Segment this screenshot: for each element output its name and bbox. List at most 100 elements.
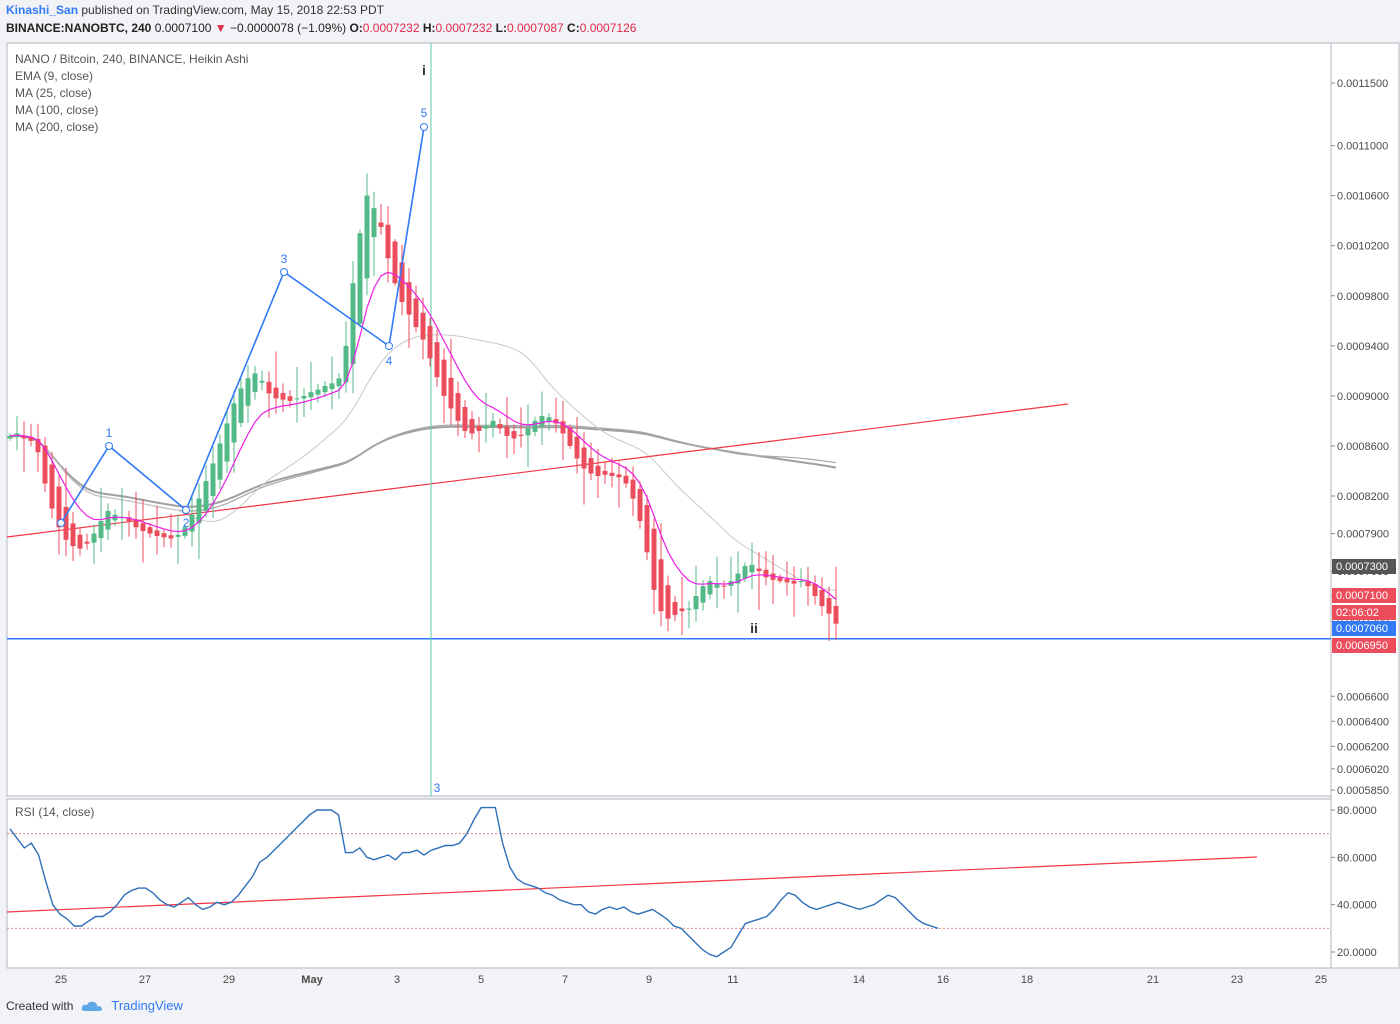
candle-body [245, 378, 251, 406]
x-tick-label: 5 [478, 974, 484, 986]
created-with-text: Created with [6, 998, 74, 1013]
candle-body [700, 586, 706, 603]
down-arrow-icon: ▼ [214, 21, 227, 35]
candle-body [84, 541, 90, 544]
candle-body [756, 568, 762, 572]
x-tick-label: 9 [646, 974, 652, 986]
candle-body [525, 428, 531, 436]
candle-body [518, 434, 524, 436]
symbol-info: BINANCE:NANOBTC, 240 0.0007100 ▼ −0.0000… [6, 21, 636, 35]
wave-annotation: 3 [434, 781, 441, 795]
candle-body [91, 533, 97, 543]
tradingview-brand-link[interactable]: TradingView [111, 998, 183, 1013]
y-tick-label: 0.0010200 [1337, 241, 1389, 253]
y-tick-label: 0.0009000 [1337, 391, 1389, 403]
ema9-line [9, 271, 837, 600]
x-tick-label: 18 [1021, 974, 1033, 986]
candle-body [413, 298, 419, 328]
y-tick-label: 0.0006600 [1337, 691, 1389, 703]
y-tick-label: 0.0008200 [1337, 491, 1389, 503]
wave-label: 5 [421, 106, 428, 120]
candle-body [259, 380, 265, 383]
candle-body [798, 581, 804, 583]
y-tick-label: 0.0008600 [1337, 441, 1389, 453]
rsi-panel[interactable] [6, 798, 1332, 969]
last-price: 0.0007100 [154, 21, 212, 35]
y-tick-label: 0.0005850 [1337, 785, 1389, 797]
candle-body [497, 424, 503, 429]
wave-path[interactable] [60, 126, 425, 524]
candle-body [819, 590, 825, 607]
price-tag [1332, 621, 1396, 636]
candle-body [217, 443, 223, 480]
chart-area[interactable]: 0.0011500 0.0011000 0.0010600 0.0010200 0.00… [0, 0, 1400, 990]
y-tick-label: 0.0006200 [1337, 741, 1389, 753]
candle-body [742, 566, 748, 579]
price-tag [1332, 605, 1396, 620]
candle-body [630, 479, 636, 499]
candle-body [714, 583, 720, 588]
candle-body [266, 381, 272, 394]
candle-body [595, 465, 601, 476]
price-panel[interactable] [6, 42, 1332, 797]
close-value: 0.0007126 [579, 21, 637, 35]
y-tick-label: 0.0009800 [1337, 291, 1389, 303]
candle-body [791, 580, 797, 584]
wave-point[interactable] [105, 442, 113, 450]
wave-point[interactable] [182, 506, 190, 514]
candle-body [546, 417, 552, 422]
candle-body [98, 521, 104, 539]
candle-body [168, 535, 174, 539]
candle-body [602, 470, 608, 475]
candle-body [763, 569, 769, 578]
candle-body [28, 436, 34, 441]
candle-body [644, 505, 650, 553]
open-value: 0.0007232 [362, 21, 420, 35]
candle-body [280, 392, 286, 400]
price-tag-label: 02:06:02 [1336, 607, 1379, 619]
candle-body [777, 576, 783, 582]
legend-entry: EMA (9, close) [15, 69, 93, 83]
publish-info: Kinashi_San published on TradingView.com… [6, 3, 384, 17]
candle-body [126, 517, 132, 522]
candle-body [364, 195, 370, 279]
price-axis[interactable] [1330, 42, 1400, 969]
price-tag [1332, 588, 1396, 603]
x-tick-label: 3 [394, 974, 400, 986]
candle-body [140, 523, 146, 532]
x-tick-label: 21 [1147, 974, 1159, 986]
candle-body [721, 585, 727, 587]
x-tick-label: 16 [937, 974, 949, 986]
candle-body [567, 427, 573, 446]
price-tag-label: 0.0007100 [1336, 590, 1388, 602]
y-tick-label: 0.0006020 [1337, 764, 1389, 776]
candle-body [105, 511, 111, 530]
symbol-line: BINANCE:NANOBTC, 240 [6, 21, 152, 35]
candle-body [56, 486, 62, 528]
candle-body [504, 426, 510, 436]
candle-body [154, 530, 160, 537]
wave-label: 4 [386, 354, 393, 368]
wave-point[interactable] [385, 342, 393, 350]
rsi-tick-label: 60.0000 [1337, 852, 1377, 864]
rsi-tick-label: 20.0000 [1337, 947, 1377, 959]
price-tag [1332, 638, 1396, 653]
candle-body [735, 573, 741, 584]
candle-body [7, 435, 13, 439]
candle-body [560, 421, 566, 434]
close-label: C: [567, 21, 580, 35]
candle-body [616, 474, 622, 478]
wave-point[interactable] [57, 519, 65, 527]
author-link[interactable]: Kinashi_San [6, 3, 79, 17]
x-tick-label: 23 [1231, 974, 1243, 986]
support-trendline[interactable] [6, 403, 1069, 538]
wave-point[interactable] [280, 268, 288, 276]
high-value: 0.0007232 [435, 21, 493, 35]
price-change: −0.0000078 (−1.09%) [230, 21, 347, 35]
candle-body [665, 585, 671, 619]
candle-body [539, 415, 545, 427]
candle-body [273, 387, 279, 399]
candle-body [749, 564, 755, 573]
wave-point[interactable] [420, 123, 428, 131]
low-value: 0.0007087 [506, 21, 564, 35]
